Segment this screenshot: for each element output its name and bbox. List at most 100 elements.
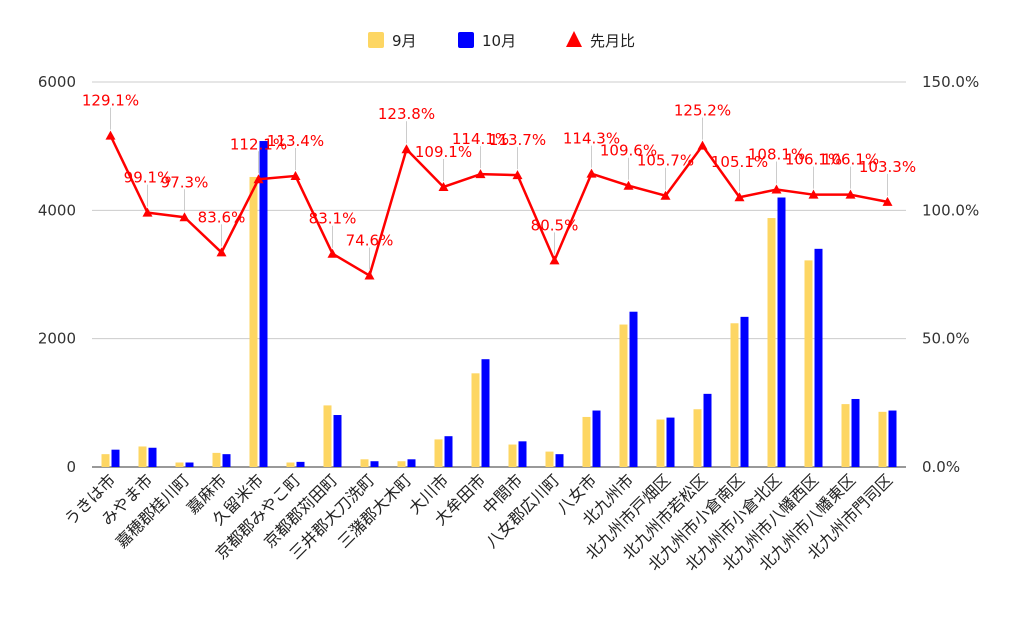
ratio-point	[364, 270, 375, 280]
ratio-data-label: 74.6%	[346, 232, 394, 250]
bar-oct	[407, 459, 416, 467]
ratio-point	[179, 212, 190, 222]
ratio-data-label: 125.2%	[674, 102, 731, 120]
ratio-point	[734, 192, 745, 202]
bar-oct	[592, 410, 601, 467]
ratio-point	[475, 169, 486, 179]
bar-series	[101, 141, 897, 468]
ratio-point	[327, 248, 338, 258]
ratio-point	[253, 174, 264, 184]
legend-label: 先月比	[590, 32, 635, 50]
y-left-tick-label: 6000	[38, 73, 76, 91]
ratio-data-label: 83.1%	[309, 210, 357, 228]
ratio-data-label: 106.1%	[785, 151, 842, 169]
bar-sep	[767, 218, 776, 467]
ratio-data-label: 106.1%	[822, 151, 879, 169]
y-left-tick-label: 0	[66, 458, 76, 476]
y-left-tick-label: 2000	[38, 330, 76, 348]
legend: 9月 10月 先月比	[368, 31, 635, 50]
y-right-tick-label: 50.0%	[922, 330, 970, 348]
bar-sep	[323, 405, 332, 467]
ratio-point	[586, 168, 597, 178]
ratio-point	[882, 196, 893, 206]
ratio-point	[290, 170, 301, 180]
ratio-data-label: 83.6%	[198, 208, 246, 226]
bar-oct	[185, 462, 194, 467]
bar-sep	[286, 462, 295, 467]
bar-sep	[175, 462, 184, 467]
bar-sep	[582, 416, 591, 467]
bar-oct	[444, 436, 453, 467]
legend-swatch	[566, 31, 582, 47]
ratio-point	[771, 184, 782, 194]
bar-sep	[656, 419, 665, 467]
ratio-point	[438, 181, 449, 191]
bar-oct	[703, 393, 712, 467]
bar-oct	[296, 461, 305, 467]
ratio-data-label: 113.7%	[489, 131, 546, 149]
ratio-point	[512, 170, 523, 180]
bar-sep	[693, 409, 702, 467]
ratio-data-label: 114.1%	[452, 130, 509, 148]
ratio-data-label: 109.6%	[600, 142, 657, 160]
ratio-point	[105, 130, 116, 140]
bar-sep	[619, 324, 628, 467]
ratio-data-label: 99.1%	[124, 169, 172, 187]
bar-sep	[545, 451, 554, 467]
bar-sep	[212, 452, 221, 467]
y-right-tick-label: 0.0%	[922, 458, 960, 476]
ratio-data-label: 114.3%	[563, 130, 620, 148]
legend-swatch	[458, 32, 474, 48]
ratio-point	[660, 190, 671, 200]
ratio-point	[401, 144, 412, 154]
bar-oct	[629, 311, 638, 467]
ratio-data-label: 123.8%	[378, 105, 435, 123]
bar-sep	[101, 454, 110, 467]
ratio-point	[216, 247, 227, 257]
bar-oct	[370, 461, 379, 467]
bar-oct	[555, 454, 564, 467]
ratio-point	[845, 189, 856, 199]
bar-oct	[740, 316, 749, 467]
bar-sep	[508, 444, 517, 467]
bar-oct	[851, 398, 860, 467]
line-series	[105, 130, 893, 280]
ratio-data-label: 109.1%	[415, 143, 472, 161]
ratio-data-label: 103.3%	[859, 158, 916, 176]
bar-sep	[878, 411, 887, 467]
ratio-point	[697, 140, 708, 150]
ratio-data-label: 129.1%	[82, 92, 139, 110]
ratio-point	[623, 180, 634, 190]
legend-label: 9月	[392, 32, 417, 50]
y-right-tick-label: 100.0%	[922, 201, 979, 219]
ratio-point	[142, 207, 153, 217]
ratio-point	[549, 255, 560, 265]
bar-oct	[666, 417, 675, 467]
bar-oct	[222, 454, 231, 467]
bar-oct	[259, 141, 268, 468]
bar-sep	[841, 404, 850, 467]
ratio-point	[808, 189, 819, 199]
ratio-data-label: 97.3%	[161, 173, 209, 191]
bar-oct	[518, 441, 527, 467]
data-labels: 129.1% 99.1%97.3% 83.6% 112.1%113.4% 83.1% 74…	[82, 92, 916, 270]
ratio-line	[109, 135, 888, 277]
bar-oct	[777, 197, 786, 467]
ratio-data-label: 105.7%	[637, 152, 694, 170]
bar-sep	[730, 323, 739, 467]
bar-sep	[471, 373, 480, 467]
bar-sep	[138, 446, 147, 467]
ratio-data-label: 80.5%	[531, 216, 579, 234]
bar-sep	[804, 260, 813, 467]
ratio-data-label: 113.4%	[267, 132, 324, 150]
legend-label: 10月	[482, 32, 516, 50]
bar-oct	[333, 415, 342, 467]
ratio-data-label: 108.1%	[748, 146, 805, 164]
bar-oct	[814, 248, 823, 467]
ratio-data-label: 112.1%	[230, 135, 287, 153]
bar-sep	[249, 176, 258, 467]
y-right-tick-label: 150.0%	[922, 73, 979, 91]
legend-swatch	[368, 32, 384, 48]
bar-oct	[481, 359, 490, 467]
